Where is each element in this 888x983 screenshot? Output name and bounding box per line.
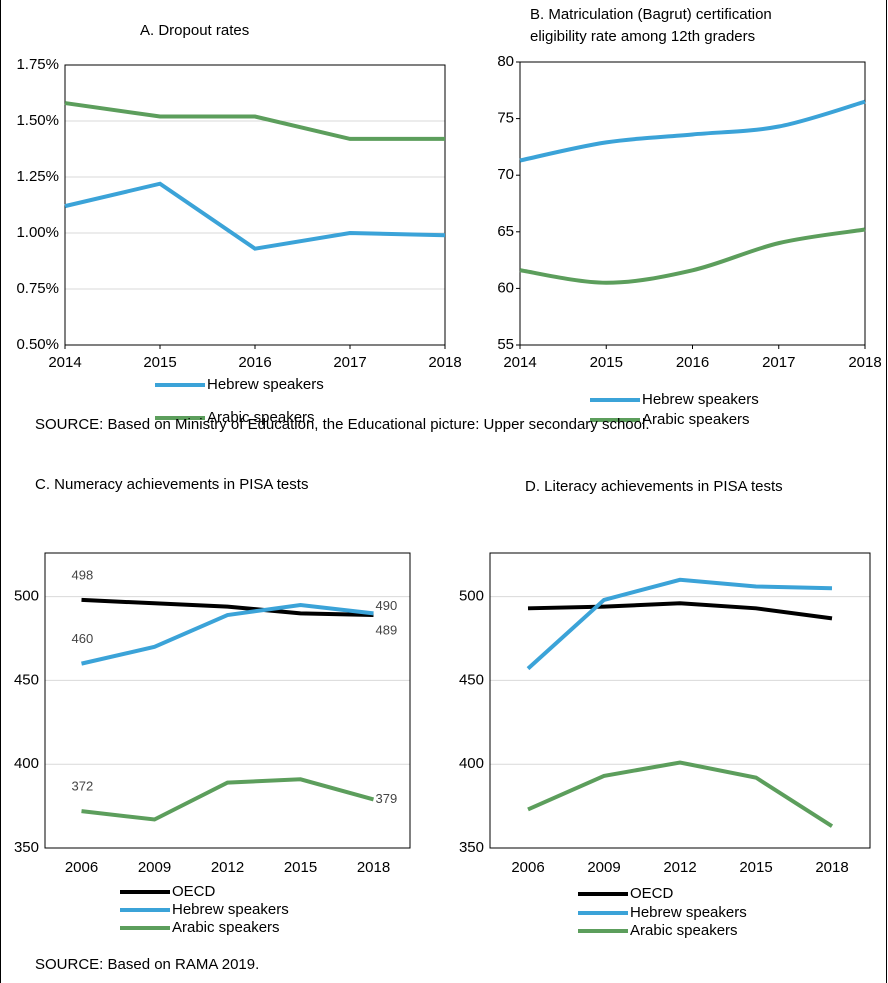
plot-frame bbox=[519, 61, 866, 346]
legend-label: Hebrew speakers bbox=[172, 901, 289, 918]
x-tick-label: 2012 bbox=[663, 859, 696, 876]
x-tick-label: 2018 bbox=[428, 354, 461, 371]
y-tick-label: 65 bbox=[497, 223, 514, 240]
x-tick-label: 2006 bbox=[65, 859, 98, 876]
source-note: SOURCE: Based on RAMA 2019. bbox=[35, 956, 260, 973]
legend-label: Hebrew speakers bbox=[207, 376, 324, 393]
chart-title: A. Dropout rates bbox=[140, 22, 250, 39]
y-tick-label: 75 bbox=[497, 110, 514, 127]
y-tick-label: 450 bbox=[14, 671, 39, 688]
source-note: SOURCE: Based on Ministry of Education, … bbox=[35, 416, 650, 433]
y-tick-label: 400 bbox=[459, 755, 484, 772]
x-tick-label: 2015 bbox=[284, 859, 317, 876]
legend-label: Arabic speakers bbox=[642, 411, 750, 428]
line-series bbox=[519, 227, 866, 285]
line-series bbox=[64, 101, 445, 141]
legend-label: Arabic speakers bbox=[207, 409, 315, 426]
y-tick-label: 0.50% bbox=[16, 336, 59, 353]
y-tick-label: 55 bbox=[497, 336, 514, 353]
x-tick-label: 2009 bbox=[587, 859, 620, 876]
legend-label: OECD bbox=[630, 885, 674, 902]
x-tick-label: 2014 bbox=[48, 354, 81, 371]
data-label: 490 bbox=[376, 598, 398, 613]
y-tick-label: 500 bbox=[459, 588, 484, 605]
data-label: 379 bbox=[376, 791, 398, 806]
x-tick-label: 2017 bbox=[762, 354, 795, 371]
x-tick-label: 2017 bbox=[333, 354, 366, 371]
x-tick-label: 2009 bbox=[138, 859, 171, 876]
data-label: 489 bbox=[376, 622, 398, 637]
x-tick-label: 2014 bbox=[503, 354, 536, 371]
legend-label: Arabic speakers bbox=[630, 922, 738, 939]
plot-frame bbox=[44, 552, 411, 849]
y-tick-label: 80 bbox=[497, 53, 514, 70]
data-label: 460 bbox=[72, 631, 94, 646]
line-series bbox=[64, 181, 446, 251]
y-tick-label: 1.00% bbox=[16, 224, 59, 241]
y-tick-label: 400 bbox=[14, 755, 39, 772]
chart-title: D. Literacy achievements in PISA tests bbox=[525, 478, 783, 495]
line-series bbox=[519, 99, 866, 163]
legend-label: OECD bbox=[172, 883, 216, 900]
y-tick-label: 60 bbox=[497, 279, 514, 296]
y-tick-label: 1.25% bbox=[16, 168, 59, 185]
chart-title: C. Numeracy achievements in PISA tests bbox=[35, 476, 309, 493]
x-tick-label: 2015 bbox=[739, 859, 772, 876]
y-tick-label: 350 bbox=[459, 839, 484, 856]
chart-title: B. Matriculation (Bagrut) certification … bbox=[530, 6, 772, 45]
x-tick-label: 2016 bbox=[238, 354, 271, 371]
y-tick-label: 0.75% bbox=[16, 280, 59, 297]
line-series bbox=[81, 602, 374, 666]
y-tick-label: 500 bbox=[14, 588, 39, 605]
line-series bbox=[81, 597, 374, 618]
x-tick-label: 2012 bbox=[211, 859, 244, 876]
line-series bbox=[527, 760, 834, 828]
y-tick-label: 450 bbox=[459, 671, 484, 688]
x-tick-label: 2015 bbox=[590, 354, 623, 371]
data-label: 372 bbox=[72, 779, 94, 794]
y-tick-label: 1.50% bbox=[16, 112, 59, 129]
plot-frame bbox=[489, 552, 871, 849]
x-tick-label: 2016 bbox=[676, 354, 709, 371]
x-tick-label: 2018 bbox=[815, 859, 848, 876]
legend-label: Hebrew speakers bbox=[630, 904, 747, 921]
x-tick-label: 2006 bbox=[511, 859, 544, 876]
data-label: 498 bbox=[72, 567, 94, 582]
legend-label: Hebrew speakers bbox=[642, 391, 759, 408]
y-tick-label: 70 bbox=[497, 166, 514, 183]
y-tick-label: 1.75% bbox=[16, 56, 59, 73]
x-tick-label: 2018 bbox=[848, 354, 881, 371]
line-series bbox=[81, 777, 375, 822]
line-series bbox=[527, 601, 833, 621]
legend-label: Arabic speakers bbox=[172, 919, 280, 936]
x-tick-label: 2018 bbox=[357, 859, 390, 876]
line-series bbox=[526, 577, 833, 671]
y-tick-label: 350 bbox=[14, 839, 39, 856]
x-tick-label: 2015 bbox=[143, 354, 176, 371]
plot-frame bbox=[64, 64, 446, 346]
